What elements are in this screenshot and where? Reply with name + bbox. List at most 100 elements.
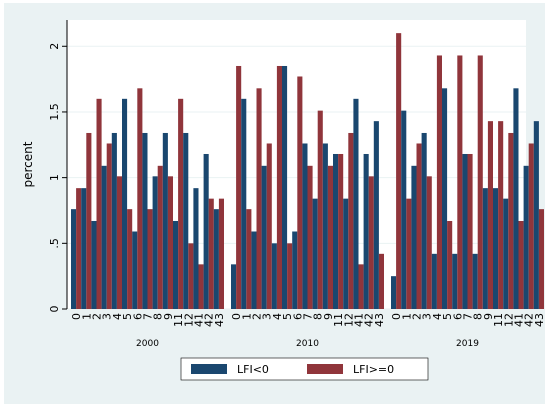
bar-lfi-nonneg (287, 243, 293, 309)
x-tick-label: 9 (482, 313, 495, 320)
bar-lfi-nonneg (447, 220, 453, 309)
bar-lfi-nonneg (246, 209, 252, 309)
y-tick-label: 0 (48, 306, 61, 313)
x-tick-label: 6 (451, 313, 464, 320)
x-tick-label: 11 (332, 313, 345, 327)
x-tick-label: 3 (261, 313, 274, 320)
bar-lfi-nonneg (208, 198, 214, 309)
group-label: 2000 (136, 339, 159, 349)
y-tick-label: 1.5 (48, 103, 61, 121)
bar-lfi-nonneg (487, 121, 493, 310)
bar-lfi-neg (203, 153, 209, 309)
bar-lfi-neg (231, 264, 237, 309)
bar-lfi-neg (282, 65, 288, 309)
y-tick-label: .5 (48, 238, 61, 249)
x-tick-label: 0 (390, 313, 403, 320)
bar-lfi-nonneg (518, 220, 524, 309)
bar-lfi-nonneg (358, 264, 364, 309)
bar-lfi-neg (241, 98, 247, 309)
bar-lfi-neg (271, 243, 277, 309)
bar-lfi-nonneg (157, 165, 163, 309)
legend-swatch (191, 364, 227, 374)
bar-lfi-nonneg (256, 88, 262, 309)
bar-lfi-neg (322, 143, 328, 309)
y-axis-label: percent (21, 141, 35, 187)
bar-lfi-nonneg (338, 153, 344, 309)
bar-lfi-nonneg (498, 121, 504, 310)
x-tick-label: 4 (111, 313, 124, 320)
x-tick-label: 3 (421, 313, 434, 320)
x-tick-label: 8 (472, 313, 485, 320)
x-tick-label: 2 (251, 313, 264, 320)
x-tick-label: 43 (373, 313, 386, 327)
bar-lfi-nonneg (317, 110, 323, 309)
bar-lfi-nonneg (96, 98, 102, 309)
bar-lfi-neg (503, 198, 509, 309)
bar-lfi-neg (472, 253, 478, 309)
x-tick-label: 42 (523, 313, 536, 327)
bar-lfi-nonneg (467, 153, 473, 309)
bar-lfi-nonneg (477, 55, 483, 309)
bar-lfi-neg (401, 110, 407, 309)
bar-lfi-neg (122, 98, 128, 309)
x-tick-label: 0 (230, 313, 243, 320)
x-tick-label: 2 (91, 313, 104, 320)
bar-lfi-neg (333, 153, 339, 309)
bar-lfi-nonneg (116, 176, 122, 309)
bar-lfi-neg (533, 121, 539, 310)
bar-lfi-nonneg (137, 88, 143, 309)
x-tick-label: 8 (312, 313, 325, 320)
bar-lfi-nonneg (307, 165, 313, 309)
bar-lfi-neg (91, 220, 97, 309)
x-tick-label: 9 (162, 313, 175, 320)
bar-lfi-neg (132, 231, 138, 309)
x-tick-label: 5 (121, 313, 134, 320)
bar-lfi-neg (431, 253, 437, 309)
x-tick-label: 3 (101, 313, 114, 320)
x-tick-label: 42 (363, 313, 376, 327)
bar-lfi-neg (343, 198, 349, 309)
bar-lfi-nonneg (106, 143, 112, 309)
bar-lfi-nonneg (426, 176, 432, 309)
x-tick-label: 41 (193, 313, 206, 327)
bar-lfi-neg (152, 176, 158, 309)
bar-lfi-nonneg (76, 188, 82, 309)
bar-lfi-neg (421, 132, 427, 309)
x-tick-label: 1 (240, 313, 253, 320)
bar-lfi-nonneg (406, 198, 412, 309)
bar-lfi-nonneg (188, 243, 194, 309)
group-label: 2010 (296, 339, 319, 349)
x-tick-label: 41 (513, 313, 526, 327)
bar-lfi-neg (173, 220, 179, 309)
bar-lfi-neg (312, 198, 318, 309)
x-tick-label: 7 (142, 313, 155, 320)
x-tick-label: 12 (182, 313, 195, 327)
group-label: 2019 (456, 339, 479, 349)
legend-swatch (307, 364, 343, 374)
bar-lfi-nonneg (508, 132, 514, 309)
bar-lfi-neg (493, 188, 499, 309)
x-tick-label: 1 (400, 313, 413, 320)
bar-lfi-neg (81, 188, 87, 309)
bar-lfi-nonneg (436, 55, 442, 309)
bar-lfi-nonneg (167, 176, 173, 309)
bar-lfi-nonneg (198, 264, 204, 309)
bar-lfi-neg (162, 132, 168, 309)
x-tick-label: 1 (80, 313, 93, 320)
bar-lfi-nonneg (147, 209, 153, 309)
bar-lfi-neg (302, 143, 308, 309)
bar-lfi-neg (142, 132, 148, 309)
x-tick-label: 4 (431, 313, 444, 320)
x-tick-label: 7 (462, 313, 475, 320)
bar-lfi-neg (71, 209, 77, 309)
x-tick-label: 5 (441, 313, 454, 320)
bar-lfi-nonneg (528, 143, 534, 309)
bar-lfi-neg (462, 153, 468, 309)
bar-lfi-nonneg (218, 198, 224, 309)
x-tick-label: 2 (411, 313, 424, 320)
x-tick-label: 11 (172, 313, 185, 327)
bar-lfi-nonneg (538, 209, 544, 309)
x-tick-label: 4 (271, 313, 284, 320)
bar-lfi-neg (442, 88, 448, 309)
